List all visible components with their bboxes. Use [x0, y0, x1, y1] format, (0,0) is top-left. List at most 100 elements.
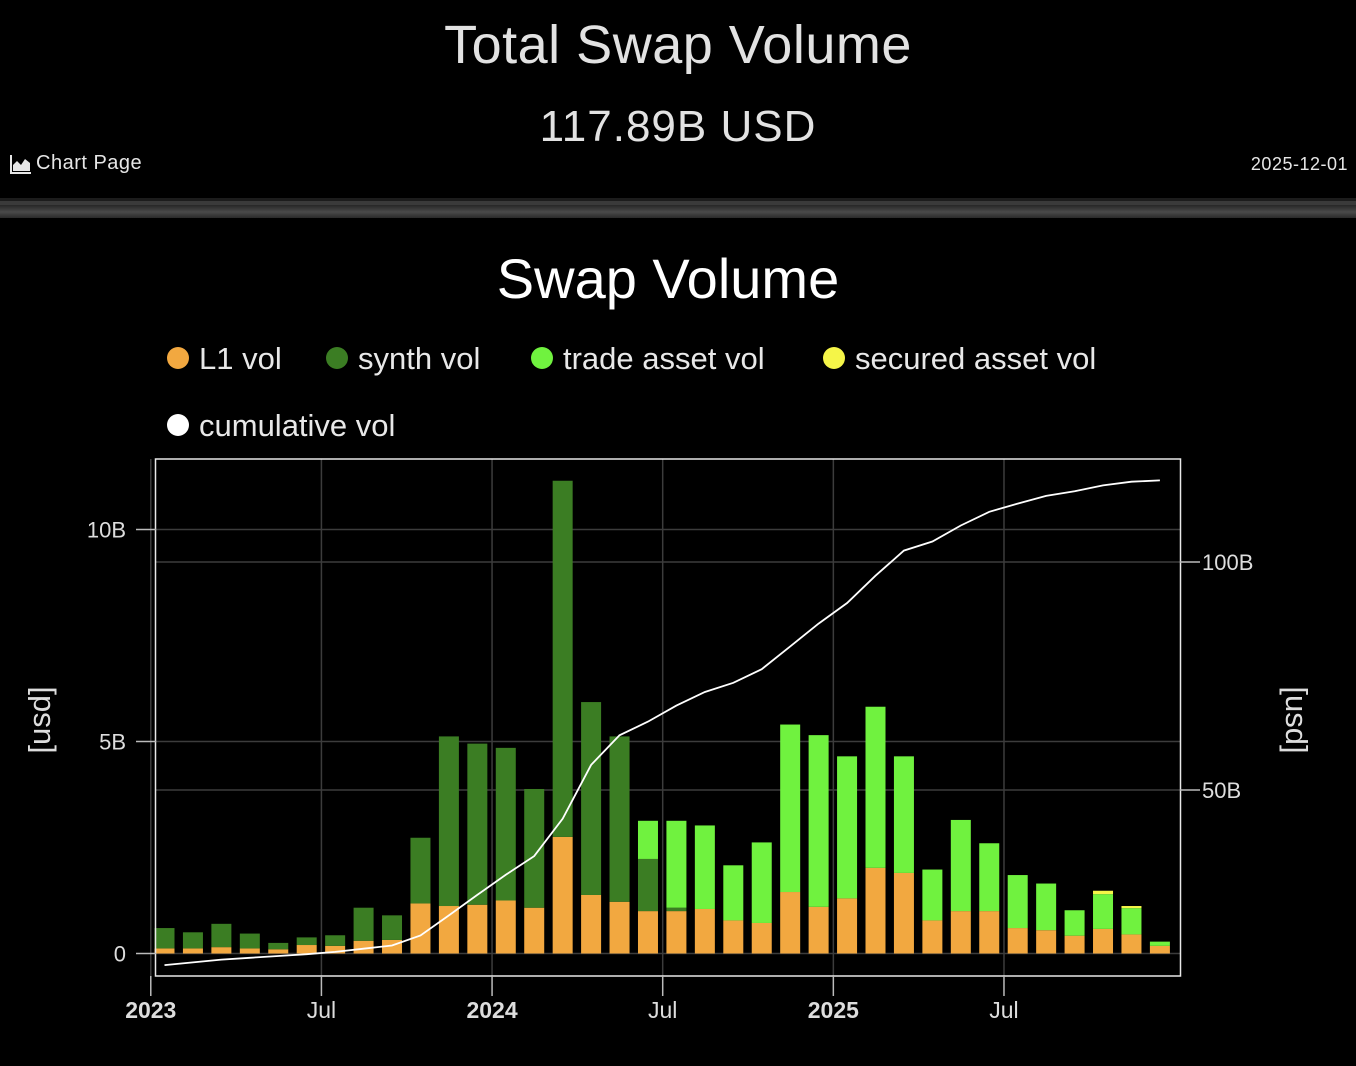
bar-l1-2025-05[interactable] [950, 911, 971, 954]
bar-synth-2024-02[interactable] [524, 788, 545, 908]
bar-synth-2023-05[interactable] [268, 942, 289, 950]
bar-synth-2023-08[interactable] [353, 907, 374, 941]
bar-trade-2025-06[interactable] [979, 843, 1000, 912]
bar-l1-2024-12[interactable] [808, 906, 829, 954]
bar-synth-2024-05[interactable] [609, 736, 630, 902]
bar-trade-2025-04[interactable] [922, 869, 943, 921]
bar-l1-2024-09[interactable] [723, 920, 744, 954]
legend-marker-synth[interactable] [326, 347, 348, 369]
bar-secured-2025-10[interactable] [1093, 890, 1114, 895]
bar-l1-2023-12[interactable] [467, 904, 488, 954]
bar-trade-2025-03[interactable] [893, 756, 914, 873]
bar-l1-2024-07[interactable] [666, 911, 687, 954]
bar-l1-2024-02[interactable] [524, 907, 545, 954]
bar-synth-2023-01[interactable] [154, 928, 175, 949]
legend-label-synth[interactable]: synth vol [358, 341, 480, 376]
legend-marker-cumulative[interactable] [167, 414, 189, 436]
bar-trade-2025-09[interactable] [1064, 910, 1085, 936]
left-tick-label-2: 10B [87, 518, 126, 543]
bar-l1-2024-10[interactable] [751, 922, 772, 954]
swap-volume-chart: Swap Volume L1 vol synth vol trade asset v… [22, 247, 1314, 1023]
bar-trade-2024-07[interactable] [666, 820, 687, 908]
legend-label-secured[interactable]: secured asset vol [855, 341, 1096, 376]
plot-frame [154, 458, 1182, 977]
left-axis-title: [usd] [22, 686, 57, 753]
bar-trade-2025-11[interactable] [1121, 908, 1142, 935]
bar-l1-2024-04[interactable] [581, 894, 602, 954]
bar-synth-2024-06[interactable] [637, 858, 658, 912]
bar-synth-2023-02[interactable] [182, 932, 203, 949]
bar-l1-2023-04[interactable] [239, 948, 260, 954]
legend-marker-trade[interactable] [531, 347, 553, 369]
bar-synth-2023-06[interactable] [296, 937, 317, 946]
bar-l1-2025-12[interactable] [1149, 945, 1170, 954]
bar-l1-2025-04[interactable] [922, 920, 943, 954]
bar-trade-2025-12[interactable] [1149, 941, 1170, 946]
date-label: 2025-12-01 [1250, 154, 1348, 174]
bar-l1-2025-10[interactable] [1093, 928, 1114, 954]
bar-l1-2023-02[interactable] [182, 948, 203, 954]
bar-secured-2025-11[interactable] [1121, 906, 1142, 909]
bar-synth-2023-07[interactable] [325, 935, 346, 946]
bar-trade-2024-06[interactable] [637, 820, 658, 859]
cumulative-vol-line[interactable] [164, 479, 1160, 966]
bar-l1-2025-07[interactable] [1007, 928, 1028, 954]
bar-l1-2024-01[interactable] [495, 900, 516, 954]
bar-l1-2023-08[interactable] [353, 940, 374, 954]
bar-l1-2023-01[interactable] [154, 948, 175, 954]
bar-trade-2024-10[interactable] [751, 842, 772, 923]
bar-l1-2024-03[interactable] [552, 836, 573, 954]
bar-l1-2024-05[interactable] [609, 901, 630, 954]
bar-l1-2025-08[interactable] [1036, 930, 1057, 954]
left-tick-label-0: 0 [114, 942, 126, 967]
bar-trade-2024-08[interactable] [694, 825, 715, 909]
chart-page-link[interactable]: Chart Page [10, 152, 142, 175]
legend-label-cumulative[interactable]: cumulative vol [199, 408, 395, 443]
bar-synth-2023-04[interactable] [239, 933, 260, 949]
bar-synth-2023-12[interactable] [467, 743, 488, 905]
bar-synth-2024-01[interactable] [495, 747, 516, 901]
bar-l1-2025-03[interactable] [893, 872, 914, 954]
bar-l1-2025-09[interactable] [1064, 935, 1085, 954]
bar-l1-2025-02[interactable] [865, 867, 886, 954]
bar-l1-2023-03[interactable] [211, 947, 232, 954]
bar-synth-2024-07[interactable] [666, 907, 687, 912]
bar-trade-2025-10[interactable] [1093, 894, 1114, 929]
bar-l1-2024-08[interactable] [694, 908, 715, 954]
bar-synth-2024-04[interactable] [581, 702, 602, 895]
bar-l1-2023-11[interactable] [438, 906, 459, 954]
bar-l1-2023-05[interactable] [268, 949, 289, 954]
bar-l1-2024-11[interactable] [780, 892, 801, 954]
legend-marker-secured[interactable] [823, 347, 845, 369]
bar-synth-2023-09[interactable] [382, 915, 403, 940]
right-tick-label-0: 50B [1202, 778, 1241, 803]
bar-l1-2023-07[interactable] [325, 945, 346, 954]
bar-l1-2025-11[interactable] [1121, 934, 1142, 954]
legend-label-trade[interactable]: trade asset vol [563, 341, 765, 376]
bar-l1-2024-06[interactable] [637, 911, 658, 954]
legend-label-l1[interactable]: L1 vol [199, 341, 282, 376]
bar-l1-2025-06[interactable] [979, 911, 1000, 954]
bar-trade-2025-02[interactable] [865, 706, 886, 868]
x-tick-label-2: 2024 [466, 997, 517, 1023]
bar-trade-2025-07[interactable] [1007, 875, 1028, 929]
bar-trade-2024-09[interactable] [723, 865, 744, 921]
bar-trade-2024-12[interactable] [808, 735, 829, 907]
area-chart-icon [10, 154, 31, 174]
bar-trade-2025-01[interactable] [837, 756, 858, 899]
chart-page-label: Chart Page [36, 152, 143, 174]
bar-synth-2024-03[interactable] [552, 480, 573, 837]
bar-trade-2025-08[interactable] [1036, 883, 1057, 931]
bar-l1-2023-10[interactable] [410, 903, 431, 954]
legend-marker-l1[interactable] [167, 347, 189, 369]
bar-l1-2025-01[interactable] [837, 898, 858, 954]
bar-synth-2023-11[interactable] [438, 736, 459, 907]
right-tick-label-1: 100B [1202, 550, 1253, 575]
bars-group [154, 480, 1170, 954]
bar-synth-2023-03[interactable] [211, 923, 232, 948]
bar-synth-2023-10[interactable] [410, 837, 431, 904]
total-volume-value: 117.89B USD [539, 102, 817, 151]
bar-l1-2023-06[interactable] [296, 945, 317, 954]
bar-trade-2024-11[interactable] [780, 724, 801, 893]
bar-trade-2025-05[interactable] [950, 819, 971, 912]
